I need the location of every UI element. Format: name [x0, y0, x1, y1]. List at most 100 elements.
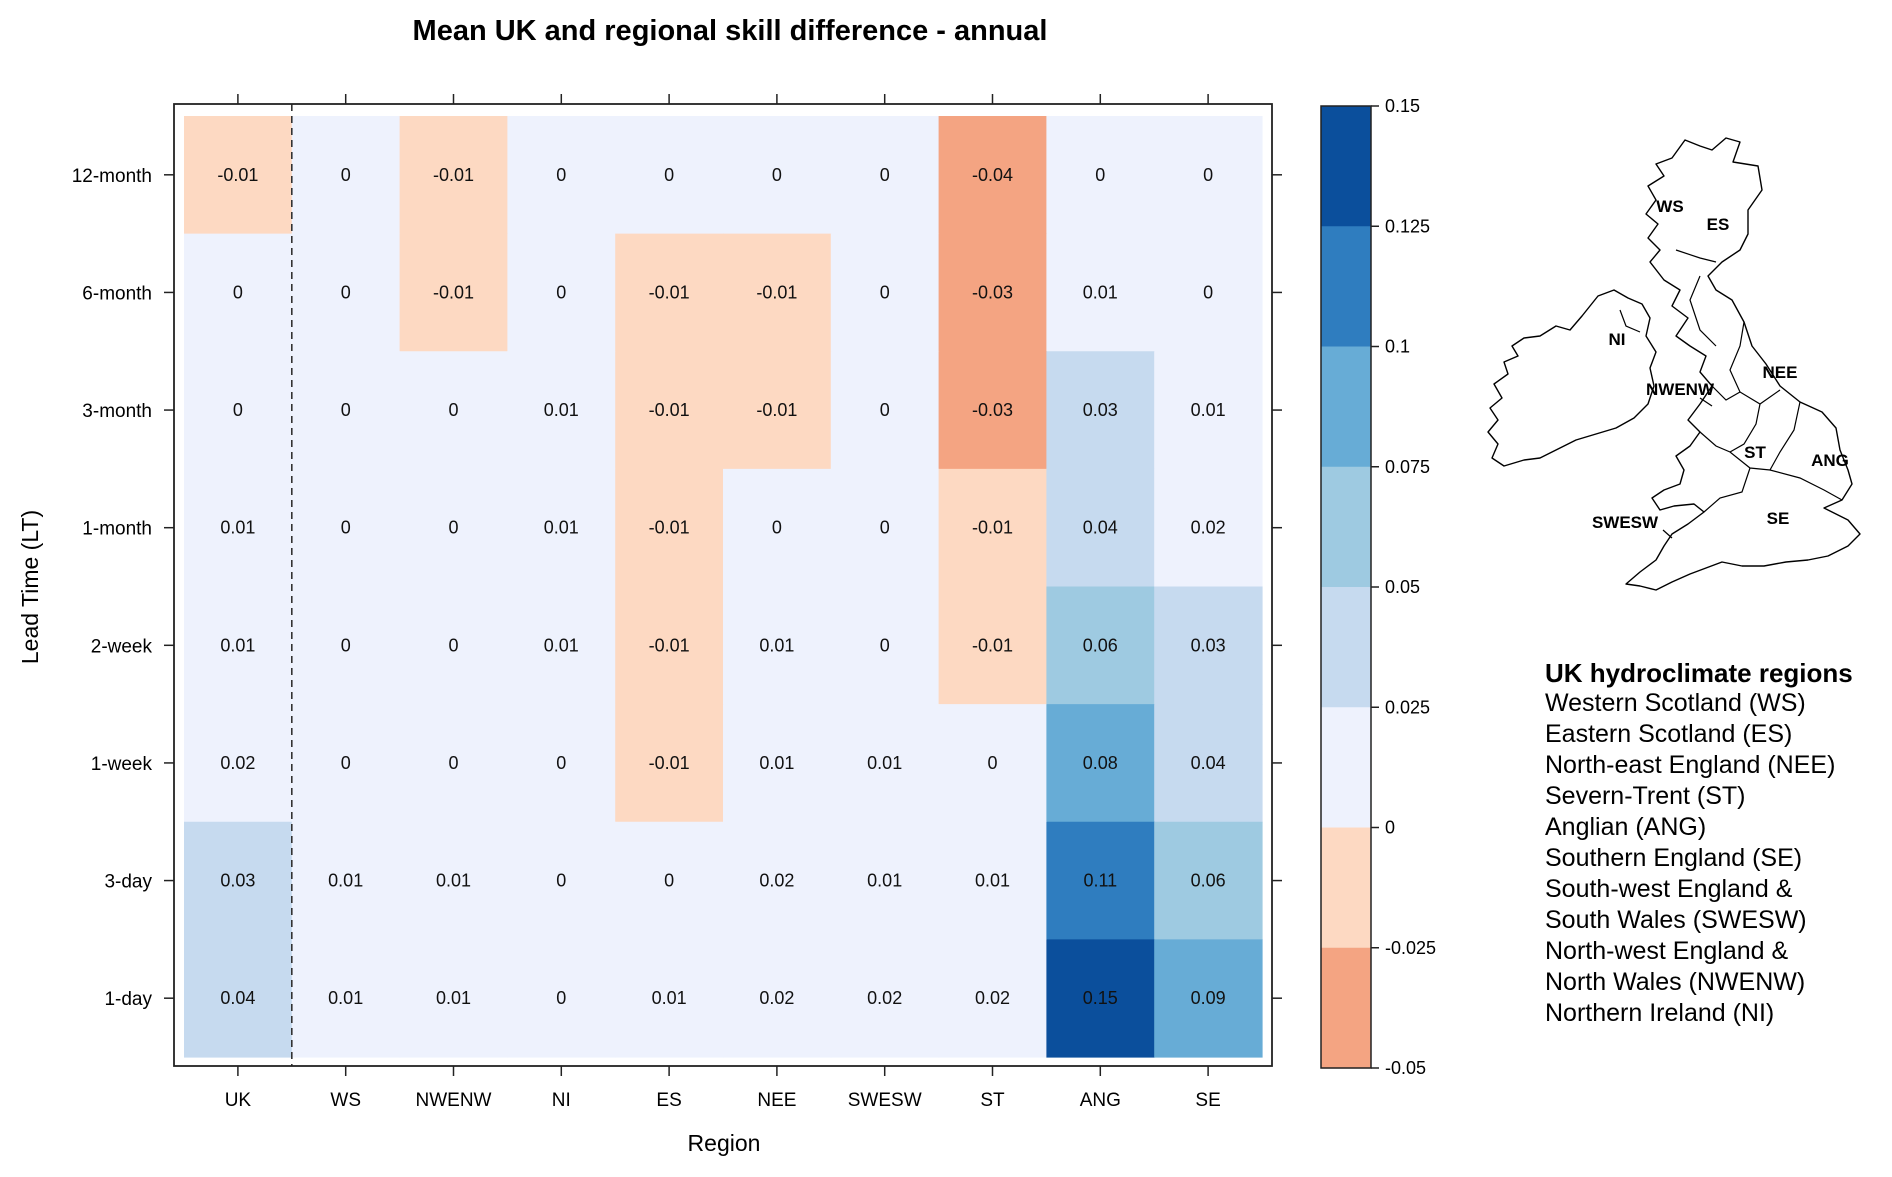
y-tick-label: 6-month — [82, 283, 152, 304]
heatmap-cell — [830, 351, 940, 470]
heatmap-cell — [615, 939, 724, 1058]
cell-value-label: 0 — [772, 165, 782, 185]
heatmap-cell — [830, 821, 940, 940]
heatmap-cell — [938, 704, 1047, 823]
legend-item-es: Eastern Scotland (ES) — [1545, 720, 1793, 748]
cell-value-label: 0.01 — [220, 518, 255, 538]
cell-value-label: 0.01 — [759, 753, 794, 773]
heatmap-cell — [1154, 939, 1263, 1058]
cell-value-label: 0.01 — [544, 635, 579, 655]
x-tick-label: NI — [552, 1090, 571, 1111]
heatmap-cell — [830, 586, 940, 705]
heatmap-cell — [1046, 116, 1155, 235]
heatmap-cell-labels: -0.01 0 -0.01 0 0 0 0 -0.04 0 0 0 0 -0.01 0 -0.01 -0.01… — [217, 165, 1225, 1008]
heatmap-cell — [1154, 586, 1263, 705]
cell-value-label: 0.01 — [436, 988, 471, 1008]
legend-item-nwenw: North-west England & North Wales (NWENW) — [1545, 937, 1806, 996]
cell-value-label: 0.02 — [867, 988, 902, 1008]
cell-value-label: 0.03 — [220, 871, 255, 891]
heatmap-cell — [184, 704, 293, 823]
map-label-swesw: SWESW — [1592, 513, 1659, 532]
cell-value-label: 0 — [1095, 165, 1105, 185]
cell-value-label: 0.03 — [1191, 635, 1226, 655]
legend-item-ang: Anglian (ANG) — [1545, 813, 1707, 841]
heatmap-cell — [291, 821, 401, 940]
cell-value-label: 0 — [556, 871, 566, 891]
heatmap-cell — [184, 351, 293, 470]
heatmap-cell — [291, 351, 401, 470]
heatmap-cell — [938, 233, 1047, 352]
map-label-st: ST — [1744, 443, 1766, 462]
heatmap-cell — [1046, 351, 1155, 470]
heatmap-cell — [507, 233, 616, 352]
map-label-ws: WS — [1656, 197, 1683, 216]
heatmap-cell — [507, 116, 616, 235]
cell-value-label: 0.02 — [220, 753, 255, 773]
chart-title: Mean UK and regional skill difference - … — [413, 15, 1048, 47]
heatmap-cell — [1154, 704, 1263, 823]
heatmap-cell — [1046, 939, 1155, 1058]
heatmap-cell — [615, 351, 724, 470]
x-tick-label: ANG — [1080, 1090, 1121, 1111]
cell-value-label: 0 — [1203, 165, 1213, 185]
y-axis-label: Lead Time (LT) — [17, 510, 43, 664]
cell-value-label: 0.09 — [1191, 988, 1226, 1008]
heatmap-cells — [184, 116, 1263, 1058]
cell-value-label: 0 — [556, 165, 566, 185]
heatmap-cell — [1154, 351, 1263, 470]
heatmap-cell — [399, 704, 508, 823]
cell-value-label: 0 — [880, 165, 890, 185]
heatmap-cell — [830, 704, 940, 823]
cell-value-label: 0.06 — [1083, 635, 1118, 655]
cell-value-label: -0.01 — [756, 282, 797, 302]
cell-value-label: 0.03 — [1083, 400, 1118, 420]
map-label-es: ES — [1707, 215, 1730, 234]
heatmap-cell — [1046, 821, 1155, 940]
cell-value-label: 0.15 — [1083, 988, 1118, 1008]
heatmap-cell — [938, 586, 1047, 705]
legend-item-nee: North-east England (NEE) — [1545, 751, 1836, 779]
cell-value-label: 0.04 — [220, 988, 255, 1008]
cell-value-label: 0 — [341, 165, 351, 185]
heatmap-cell — [291, 704, 401, 823]
heatmap-cell — [1154, 116, 1263, 235]
heatmap-cell — [507, 586, 616, 705]
heatmap-cell — [399, 939, 508, 1058]
heatmap-cell — [723, 116, 832, 235]
cell-value-label: 0 — [341, 518, 351, 538]
cell-value-label: 0 — [341, 753, 351, 773]
cell-value-label: 0 — [1203, 282, 1213, 302]
cell-value-label: 0.01 — [759, 635, 794, 655]
colorbar-swatch — [1321, 707, 1371, 829]
heatmap-cell — [615, 586, 724, 705]
x-tick-label: UK — [225, 1090, 252, 1111]
x-tick-label: WS — [330, 1090, 361, 1111]
heatmap-cell — [615, 468, 724, 588]
cell-value-label: 0 — [880, 400, 890, 420]
y-axis-ticks: 12-month 6-month 3-month 1-month 2-week 1-wee… — [72, 166, 1282, 1010]
y-tick-label: 3-month — [82, 401, 152, 422]
cell-value-label: 0.01 — [436, 871, 471, 891]
cell-value-label: 0.01 — [652, 988, 687, 1008]
heatmap-cell — [938, 116, 1047, 235]
heatmap-cell — [291, 586, 401, 705]
heatmap-cell — [723, 351, 832, 470]
heatmap-cell — [1154, 233, 1263, 352]
cell-value-label: 0 — [448, 753, 458, 773]
cell-value-label: 0 — [448, 635, 458, 655]
heatmap-cell — [184, 939, 293, 1058]
colorbar-swatch — [1321, 106, 1371, 227]
region-boundaries — [1619, 249, 1843, 513]
colorbar-tick-label: 0.125 — [1385, 216, 1430, 236]
legend-title: UK hydroclimate regions — [1545, 658, 1853, 688]
heatmap-cell — [723, 586, 832, 705]
heatmap-cell — [1046, 586, 1155, 705]
y-tick-label: 1-week — [91, 754, 153, 775]
heatmap-cell — [615, 116, 724, 235]
heatmap-cell — [830, 116, 940, 235]
x-tick-label: NEE — [757, 1090, 796, 1111]
heatmap-cell — [291, 468, 401, 588]
cell-value-label: 0 — [341, 400, 351, 420]
y-tick-label: 12-month — [72, 166, 152, 187]
